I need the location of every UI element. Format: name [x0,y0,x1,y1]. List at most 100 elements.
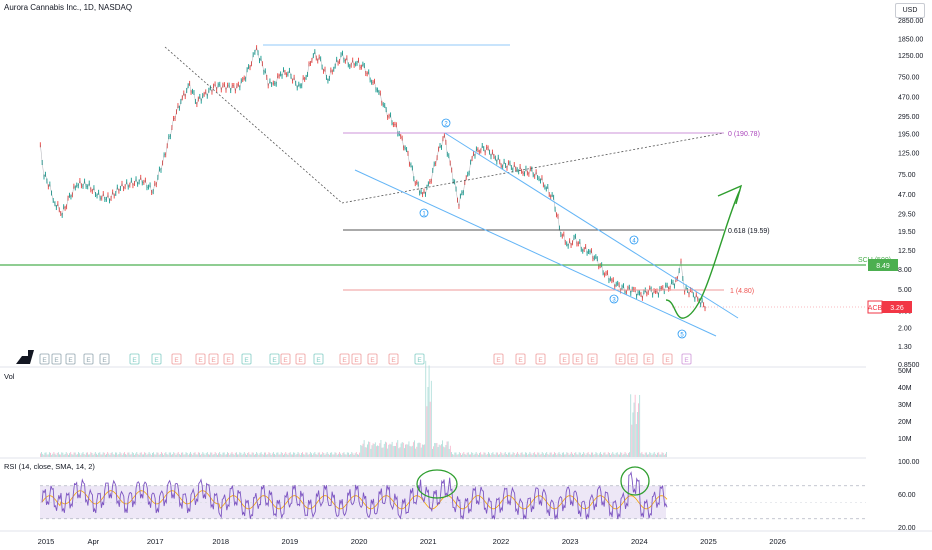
volume-bar [55,454,57,457]
volume-bar [569,453,571,457]
last-symbol-text: ACB [868,305,883,312]
fib-label-1: 1 (4.80) [730,288,754,295]
volume-bar [389,443,391,457]
volume-bar [180,454,181,457]
volume-bar [419,442,421,457]
volume-bar [305,452,307,457]
volume-bar [542,453,544,457]
volume-bar [188,453,190,457]
volume-bar [81,453,83,457]
volume-bar [124,452,125,457]
volume-bar [536,454,538,457]
volume-bar [397,440,399,457]
volume-bar [292,454,293,457]
x-tick-label: 2024 [631,537,648,546]
volume-bar [527,454,529,457]
volume-bar [230,453,232,457]
tradingview-logo-icon [16,350,34,364]
volume-bar [51,454,53,457]
earnings-marker-text: E [244,357,249,364]
volume-bar [517,452,519,457]
volume-bar [558,452,560,457]
volume-bar [289,452,291,457]
volume-bar [279,454,281,457]
volume-bar [259,453,261,457]
volume-bar [612,452,614,457]
volume-bar [532,453,534,457]
price-tick-label: 12.50 [898,248,916,255]
volume-bar [466,452,468,457]
volume-bar [307,454,309,457]
volume-bar [154,454,156,457]
volume-bar [269,453,271,457]
earnings-marker-box [643,353,654,365]
earnings-marker-text: E [298,357,303,364]
volume-bar [174,453,176,457]
volume-bar [648,454,650,457]
volume-tick-label: 40M [898,385,912,392]
volume-bar [257,453,259,457]
volume-bar [323,453,325,457]
volume-bar [80,454,82,457]
volume-bar [187,454,189,457]
volume-bar [596,453,598,457]
volume-bar [158,454,160,457]
price-tick-label: 1250.00 [898,53,923,60]
volume-bar [277,452,279,457]
horizontal-value-text: 8.49 [876,263,890,270]
volume-bar [578,452,580,457]
volume-bar [513,453,515,457]
currency-button[interactable]: USD [895,3,925,18]
volume-bar [276,452,278,457]
volume-bar [424,444,426,457]
volume-bar [549,452,551,457]
projection-arrowhead [717,184,743,205]
x-tick-label: 2020 [351,537,368,546]
earnings-marker-text: E [618,357,623,364]
earnings-marker-text: E [174,357,179,364]
volume-bar [113,454,115,457]
volume-bar [331,452,333,457]
volume-bar [320,454,321,457]
volume-bar [509,452,511,457]
volume-bar [48,452,50,457]
volume-bar [489,453,491,457]
volume-bar [140,452,142,457]
volume-bar [102,452,104,457]
earnings-marker-box [572,353,583,365]
earnings-marker-text: E [575,357,580,364]
volume-bar [476,453,478,457]
volume-bar [439,445,441,457]
volume-bar [651,454,653,457]
volume-bar [132,453,134,457]
volume-bar [143,454,144,457]
volume-bar [192,454,194,457]
volume-bar [318,452,320,457]
volume-bar [256,452,258,457]
dotted-trend-line [341,132,725,204]
volume-bar [64,453,66,457]
earnings-marker-box [587,353,598,365]
last-price-badge [882,301,912,313]
volume-bar [83,453,85,457]
volume-bar [583,452,585,457]
volume-bar [524,452,526,457]
volume-bar [594,454,596,457]
volume-bar [111,452,113,457]
volume-bar [201,453,203,457]
volume-bar [563,452,564,457]
volume-bar [177,452,179,457]
volume-bar [605,454,607,457]
volume-bar [156,452,158,457]
volume-bar [430,380,432,457]
volume-bar [178,453,180,457]
volume-bar [284,453,286,457]
volume-bar [586,453,588,457]
volume-bar [88,454,90,457]
earnings-marker-box [151,353,162,365]
volume-bar [145,452,147,457]
volume-bar [239,452,241,457]
volume-bar [166,454,168,457]
fib-label-0: 0 (190.78) [728,131,760,138]
